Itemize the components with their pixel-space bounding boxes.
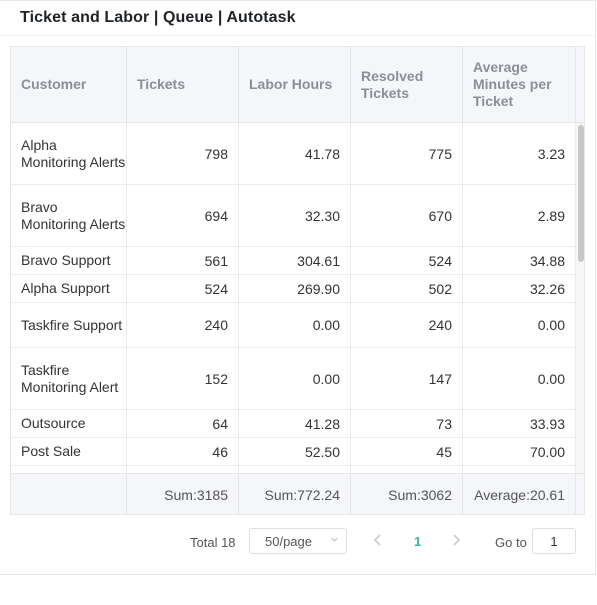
cell-labor-hours: 269.90	[239, 275, 351, 302]
column-header-tickets[interactable]: Tickets	[127, 47, 239, 122]
vertical-scrollbar[interactable]	[576, 123, 584, 473]
cell-customer: Alpha Monitoring Alerts	[11, 123, 127, 184]
chevron-down-icon	[331, 537, 338, 542]
cell-labor-hours: 0.00	[239, 348, 351, 409]
cell-avg-minutes: 33.93	[463, 410, 576, 437]
widget-card: Ticket and Labor | Queue | Autotask Cust…	[0, 0, 596, 575]
cell-customer: Taskfire Support	[11, 303, 127, 347]
table-header: Customer Tickets Labor Hours Resolved Ti…	[11, 47, 576, 123]
cell-customer: Post Sale	[11, 438, 127, 465]
cell-tickets: 798	[127, 123, 239, 184]
chevron-left-icon[interactable]	[373, 534, 383, 546]
table-body: Alpha Monitoring Alerts 798 41.78 775 3.…	[11, 123, 576, 473]
cell-labor-hours: 32.30	[239, 185, 351, 246]
scrollbar-corner	[576, 473, 584, 514]
table-row[interactable]: Bravo Support 561 304.61 524 34.88	[11, 247, 576, 275]
cell-avg-minutes: 2.89	[463, 185, 576, 246]
widget-title: Ticket and Labor | Queue | Autotask	[20, 9, 296, 26]
cell-resolved-tickets: 73	[351, 410, 463, 437]
cell-resolved-tickets: 240	[351, 303, 463, 347]
cell-resolved-tickets: 147	[351, 348, 463, 409]
table-row[interactable]: Post Sale 46 52.50 45 70.00	[11, 438, 576, 466]
cell-avg-minutes: 0.00	[463, 303, 576, 347]
pagination: Total 18 50/page 1 Go to 1	[0, 528, 597, 556]
table-row[interactable]: Taskfire Monitoring Alert 152 0.00 147 0…	[11, 348, 576, 410]
cell-tickets: 561	[127, 247, 239, 274]
chevron-right-icon[interactable]	[451, 534, 461, 546]
footer-sum-resolved: Sum:3062	[351, 474, 463, 514]
table-row[interactable]: Bravo Monitoring Alerts 694 32.30 670 2.…	[11, 185, 576, 247]
page-number-current[interactable]: 1	[414, 534, 422, 549]
goto-label: Go to	[495, 535, 527, 550]
table-row-partial	[11, 466, 576, 473]
cell-tickets: 524	[127, 275, 239, 302]
cell-tickets: 152	[127, 348, 239, 409]
cell-customer: Taskfire Monitoring Alert	[11, 348, 127, 409]
title-divider	[0, 35, 595, 36]
column-header-customer[interactable]: Customer	[11, 47, 127, 122]
cell-avg-minutes: 34.88	[463, 247, 576, 274]
data-table: Customer Tickets Labor Hours Resolved Ti…	[10, 46, 585, 515]
cell-empty	[239, 466, 351, 473]
cell-empty	[463, 466, 576, 473]
cell-avg-minutes: 0.00	[463, 348, 576, 409]
footer-average-minutes: Average:20.61	[463, 474, 576, 514]
cell-labor-hours: 304.61	[239, 247, 351, 274]
table-row[interactable]: Outsource 64 41.28 73 33.93	[11, 410, 576, 438]
cell-tickets: 240	[127, 303, 239, 347]
cell-labor-hours: 41.28	[239, 410, 351, 437]
scrollbar-corner	[576, 47, 584, 123]
cell-customer: Outsource	[11, 410, 127, 437]
cell-labor-hours: 0.00	[239, 303, 351, 347]
footer-cell-label	[11, 474, 127, 514]
total-count: Total 18	[190, 535, 236, 550]
table-row[interactable]: Alpha Support 524 269.90 502 32.26	[11, 275, 576, 303]
cell-customer: Bravo Support	[11, 247, 127, 274]
cell-tickets: 64	[127, 410, 239, 437]
column-header-resolved-tickets[interactable]: Resolved Tickets	[351, 47, 463, 122]
table-row[interactable]: Alpha Monitoring Alerts 798 41.78 775 3.…	[11, 123, 576, 185]
cell-tickets: 46	[127, 438, 239, 465]
table-footer: Sum:3185 Sum:772.24 Sum:3062 Average:20.…	[11, 473, 576, 514]
scrollbar-thumb[interactable]	[578, 125, 584, 262]
page-size-select[interactable]: 50/page	[249, 528, 347, 554]
goto-page-input[interactable]: 1	[532, 528, 576, 554]
cell-resolved-tickets: 502	[351, 275, 463, 302]
cell-customer: Bravo Monitoring Alerts	[11, 185, 127, 246]
cell-resolved-tickets: 45	[351, 438, 463, 465]
cell-empty	[127, 466, 239, 473]
cell-tickets: 694	[127, 185, 239, 246]
footer-sum-tickets: Sum:3185	[127, 474, 239, 514]
cell-labor-hours: 41.78	[239, 123, 351, 184]
page-size-value: 50/page	[265, 533, 312, 549]
cell-avg-minutes: 70.00	[463, 438, 576, 465]
cell-labor-hours: 52.50	[239, 438, 351, 465]
cell-resolved-tickets: 775	[351, 123, 463, 184]
cell-avg-minutes: 32.26	[463, 275, 576, 302]
cell-empty	[11, 466, 127, 473]
cell-resolved-tickets: 524	[351, 247, 463, 274]
footer-sum-labor-hours: Sum:772.24	[239, 474, 351, 514]
cell-empty	[351, 466, 463, 473]
cell-resolved-tickets: 670	[351, 185, 463, 246]
cell-avg-minutes: 3.23	[463, 123, 576, 184]
table-row[interactable]: Taskfire Support 240 0.00 240 0.00	[11, 303, 576, 348]
column-header-labor-hours[interactable]: Labor Hours	[239, 47, 351, 122]
cell-customer: Alpha Support	[11, 275, 127, 302]
column-header-avg-minutes[interactable]: Average Minutes per Ticket	[463, 47, 576, 122]
